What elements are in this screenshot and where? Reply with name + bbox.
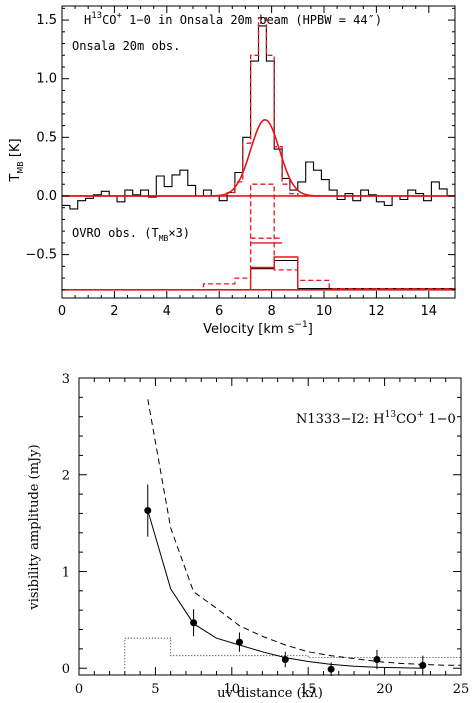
spectrum-plot-area bbox=[62, 17, 456, 291]
spectrum-x-tick-label-2: 4 bbox=[163, 304, 171, 319]
spectrum-y-axis-label: TMB [K] bbox=[8, 138, 25, 182]
visibility-x-axis-label: uv distance (kλ) bbox=[217, 686, 323, 701]
spectrum-y-tick-label-4: 1.5 bbox=[36, 13, 57, 28]
data-point-2 bbox=[235, 638, 243, 646]
data-point-6 bbox=[419, 661, 427, 669]
spectrum-title: H13CO+ 1−0 in Onsala 20m beam (HPBW = 44… bbox=[84, 11, 382, 27]
spectrum-x-tick-label-7: 14 bbox=[421, 304, 438, 319]
visibility-y-axis-label: visibility amplitude (mJy) bbox=[27, 444, 42, 610]
spectrum-x-tick-label-5: 10 bbox=[316, 304, 333, 319]
ovro-annotation: OVRO obs. (TMB×3) bbox=[72, 226, 190, 243]
visibility-plot-area bbox=[124, 399, 461, 676]
dotted-step-model bbox=[124, 637, 461, 669]
visibility-x-tick-label-2: 10 bbox=[224, 682, 241, 697]
visibility-annotation: N1333−I2: H13CO+ 1−0 bbox=[296, 410, 456, 427]
spectrum-series-2 bbox=[62, 118, 455, 197]
visibility-y-tick-label-2: 2 bbox=[62, 469, 70, 484]
spectrum-y-tick-label-3: 1.0 bbox=[36, 72, 57, 87]
spectrum-y-tick-label-0: −0.5 bbox=[25, 248, 57, 263]
spectrum-series-3 bbox=[62, 259, 456, 291]
spectrum-y-tick-label-1: 0.0 bbox=[36, 189, 57, 204]
onsala-annotation: Onsala 20m obs. bbox=[72, 39, 180, 53]
visibility-chart: 0 5 10 15 20 25 0 1 2 3 N1333−I2: H13CO+ 1−0 uv d… bbox=[27, 372, 470, 701]
spectrum-x-tick-label-0: 0 bbox=[58, 304, 66, 319]
visibility-ticks: 0 5 10 15 20 25 0 1 2 3 bbox=[62, 372, 470, 697]
visibility-x-tick-label-4: 20 bbox=[376, 682, 393, 697]
spectrum-x-tick-label-6: 12 bbox=[368, 304, 385, 319]
data-point-1 bbox=[190, 619, 198, 627]
visibility-x-tick-label-5: 25 bbox=[453, 682, 470, 697]
spectrum-x-tick-label-1: 2 bbox=[110, 304, 118, 319]
visibility-x-tick-label-0: 0 bbox=[75, 682, 83, 697]
spectrum-x-axis-label: Velocity [km s−1] bbox=[203, 320, 313, 337]
visibility-x-tick-label-1: 5 bbox=[151, 682, 159, 697]
spectrum-series-1 bbox=[211, 17, 322, 197]
data-point-5 bbox=[373, 656, 381, 664]
data-point-0 bbox=[144, 507, 152, 515]
visibility-y-tick-label-3: 3 bbox=[62, 372, 70, 387]
visibility-x-tick-label-3: 15 bbox=[300, 682, 317, 697]
spectrum-x-tick-label-3: 6 bbox=[215, 304, 223, 319]
spectrum-y-tick-label-2: 0.5 bbox=[36, 130, 57, 145]
spectrum-series-4 bbox=[62, 183, 456, 291]
visibility-y-tick-label-1: 1 bbox=[62, 565, 70, 580]
spectrum-series-0 bbox=[62, 25, 455, 210]
visibility-y-tick-label-0: 0 bbox=[62, 662, 70, 677]
spectrum-series-6 bbox=[62, 256, 455, 291]
data-point-3 bbox=[281, 656, 289, 664]
spectrum-ticks: 0 2 4 6 8 10 12 14 −0.5 0.0 0.5 1.0 1.5 bbox=[25, 6, 455, 319]
spectrum-chart: 0 2 4 6 8 10 12 14 −0.5 0.0 0.5 1.0 1.5 H13CO+ 1−0 i… bbox=[8, 5, 456, 337]
visibility-axes-frame bbox=[78, 377, 462, 676]
spectrum-x-tick-label-4: 8 bbox=[267, 304, 275, 319]
data-point-4 bbox=[327, 665, 335, 673]
